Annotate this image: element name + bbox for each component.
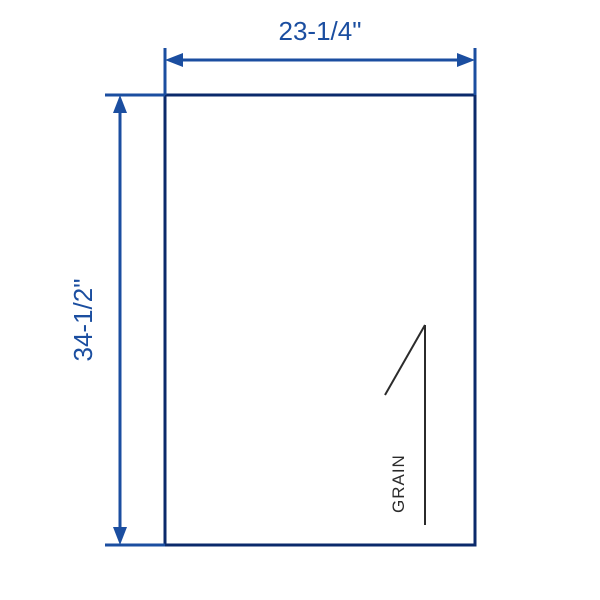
panel-rect [165,95,475,545]
height-dimension-label: 34-1/2" [68,279,98,362]
dimension-diagram: 23-1/4" 34-1/2" GRAIN [0,0,600,600]
grain-label: GRAIN [389,454,408,513]
width-dimension-label: 23-1/4" [279,16,362,46]
